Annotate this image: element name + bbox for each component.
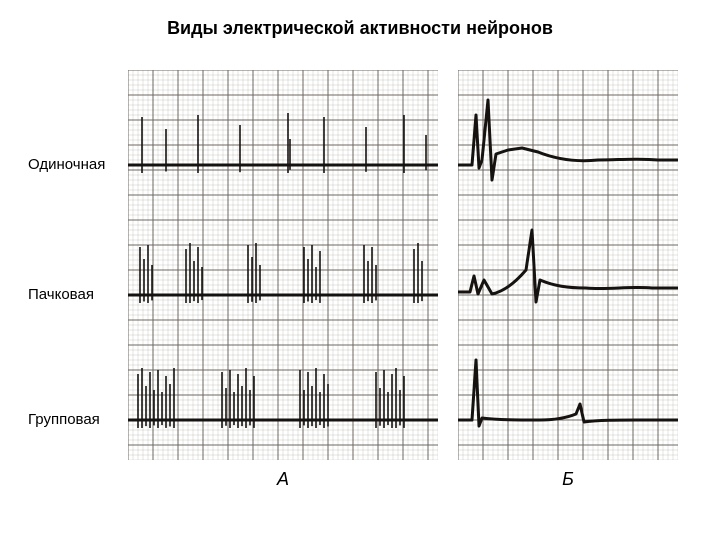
panel-b-caption: Б [458, 469, 678, 490]
row-label-burst: Пачковая [28, 286, 120, 303]
panel-a: А [128, 70, 438, 460]
panel-b-svg [458, 70, 678, 460]
row-label-single: Одиночная [28, 156, 120, 173]
panel-a-caption: А [128, 469, 438, 490]
row-label-group: Групповая [28, 411, 120, 428]
page-title: Виды электрической активности нейронов [0, 18, 720, 39]
panel-b: Б [458, 70, 678, 460]
panel-a-svg [128, 70, 438, 460]
